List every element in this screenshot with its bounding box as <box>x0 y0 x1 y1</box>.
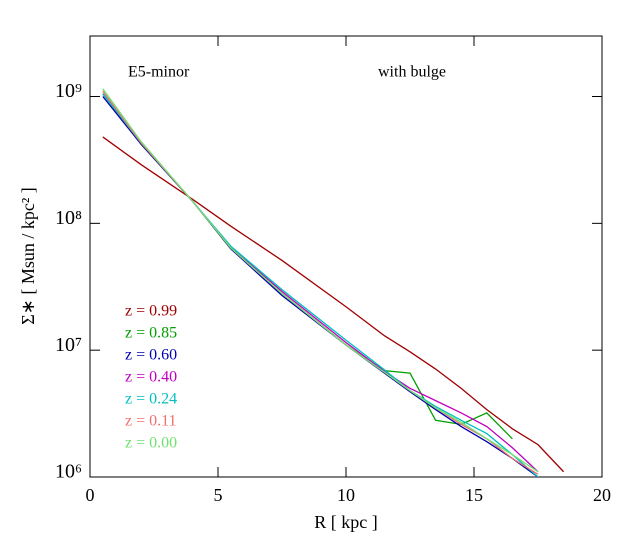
x-tick-label: 15 <box>465 485 483 505</box>
x-tick-label: 0 <box>86 485 95 505</box>
legend-entry: z = 0.24 <box>125 391 177 408</box>
x-tick-label: 5 <box>214 485 223 505</box>
plot-frame <box>89 35 603 478</box>
series-line <box>102 136 565 473</box>
y-tick-label: 10⁶ <box>55 461 82 483</box>
legend-entry: z = 0.00 <box>125 435 177 452</box>
annotation: E5-minor <box>128 64 190 81</box>
lines <box>102 88 565 477</box>
y-axis-label: Σ∗ [ Msun / kpc² ] <box>18 187 38 324</box>
annotation: with bulge <box>378 64 446 81</box>
legend-entry: z = 0.40 <box>125 369 177 386</box>
series-line <box>102 88 539 473</box>
x-tick-label: 20 <box>593 485 611 505</box>
x-axis-label: R [ kpc ] <box>314 512 377 532</box>
y-tick-label: 10⁸ <box>55 207 82 229</box>
y-tick-label: 10⁹ <box>55 80 82 102</box>
legend-entry: z = 0.85 <box>125 325 177 342</box>
legend-entry: z = 0.60 <box>125 347 177 364</box>
legend-entry: z = 0.99 <box>125 303 177 320</box>
legend-entry: z = 0.11 <box>125 413 177 430</box>
y-tick-label: 10⁷ <box>55 334 82 356</box>
x-tick-label: 10 <box>337 485 355 505</box>
series-line <box>102 93 513 440</box>
